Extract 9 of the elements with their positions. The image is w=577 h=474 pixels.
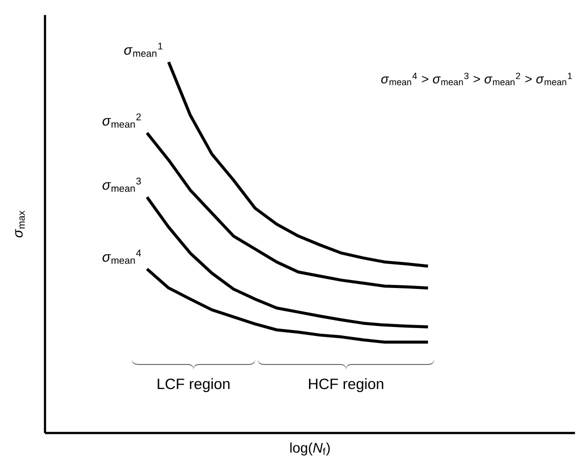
annotation: HCF region	[309, 378, 384, 392]
text: σ$_{max}$	[15, 210, 25, 238]
annotation: LCF region	[158, 378, 230, 392]
series-label: σ$_{mean}$4	[102, 250, 142, 264]
text: σ$_{mean}$$^{4}$ > σ$_{mean}$$^{3}$ > σ$_{mean}$$^{2}$ > σ$_{mean}$1	[381, 72, 572, 86]
series-label: σ$_{mean}$1	[124, 42, 162, 57]
x-axis-title: log(N$_{f}$)	[290, 442, 330, 456]
series-label: σ$_{mean}$2	[102, 113, 141, 128]
series-label: σ$_{mean}$3	[102, 178, 141, 192]
